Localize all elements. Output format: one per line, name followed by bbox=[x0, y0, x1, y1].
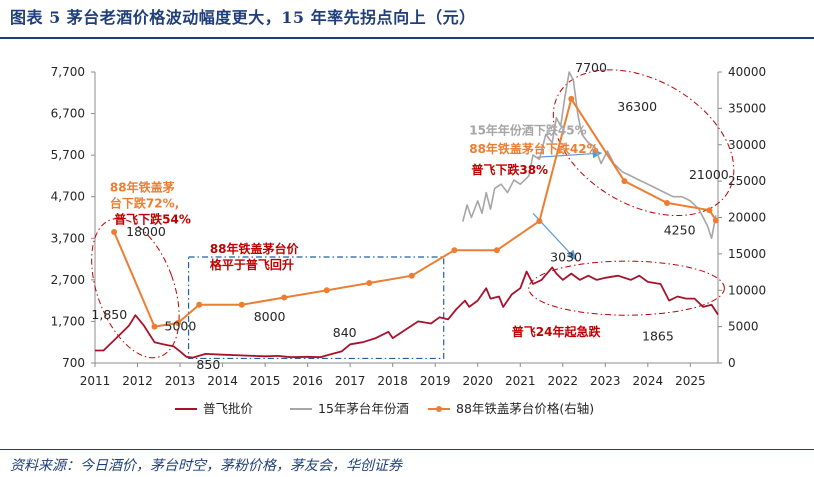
annotation-text: 普飞下跌54% bbox=[114, 212, 191, 227]
right-axis-tick-label: 15000 bbox=[728, 247, 766, 261]
series-88-tiegai-line bbox=[113, 97, 717, 328]
x-axis-tick-label: 2019 bbox=[420, 374, 451, 388]
data-label: 36300 bbox=[617, 99, 657, 114]
annotation-text: 格平于普飞回升 bbox=[210, 257, 294, 272]
callout-ellipse bbox=[552, 69, 735, 217]
x-axis-tick-label: 2012 bbox=[122, 374, 153, 388]
series-88-marker bbox=[174, 319, 181, 326]
legend: 普飞批价 15年茅台年份酒 88年铁盖茅台价格(右轴) bbox=[175, 401, 594, 416]
source-note: 资料来源：今日酒价，茅台时空，茅粉价格，茅友会，华创证券 bbox=[10, 458, 402, 474]
series-88-marker bbox=[323, 287, 330, 294]
series-88-marker bbox=[196, 301, 203, 308]
right-axis-tick-label: 0 bbox=[728, 356, 736, 370]
legend-label: 15年茅台年份酒 bbox=[318, 401, 409, 416]
series-88-marker bbox=[706, 207, 713, 214]
left-axis-tick-label: 3,700 bbox=[51, 231, 85, 245]
data-label: 5000 bbox=[165, 319, 197, 334]
series-88-marker bbox=[366, 279, 373, 286]
data-label: 8000 bbox=[254, 309, 286, 324]
data-label: 18000 bbox=[126, 224, 166, 239]
x-axis-tick-label: 2022 bbox=[548, 374, 579, 388]
axes-frame: 700 1,700 2,700 3,700 4,700 5,700 6,700 7,700 0 5… bbox=[51, 65, 767, 388]
data-label: 3030 bbox=[550, 249, 582, 264]
left-axis-tick-label: 1,700 bbox=[51, 314, 85, 328]
series-88-marker bbox=[663, 199, 670, 206]
right-axis-tick-label: 5000 bbox=[728, 320, 759, 334]
series-15yr-line bbox=[462, 71, 717, 240]
x-axis-tick-label: 2018 bbox=[377, 374, 408, 388]
data-label: 21000 bbox=[689, 167, 729, 182]
data-label: 840 bbox=[333, 325, 357, 340]
data-label: 7700 bbox=[575, 60, 607, 75]
x-axis-tick-label: 2017 bbox=[335, 374, 366, 388]
x-axis-tick-label: 2023 bbox=[590, 374, 621, 388]
figure-title: 图表 5 茅台老酒价格波动幅度更大，15 年率先拐点向上（元） bbox=[10, 8, 476, 27]
annotation-text: 88年铁盖茅台价 bbox=[210, 241, 300, 256]
series-88-marker bbox=[408, 272, 415, 279]
series-88-marker bbox=[536, 218, 543, 225]
series-88-marker bbox=[111, 229, 118, 236]
x-axis-tick-label: 2015 bbox=[250, 374, 281, 388]
legend-marker bbox=[436, 406, 442, 412]
callout-ellipse bbox=[528, 260, 725, 316]
series-88-marker bbox=[151, 323, 158, 330]
series-88-marker bbox=[238, 301, 245, 308]
price-line-chart: 700 1,700 2,700 3,700 4,700 5,700 6,700 7,700 0 5… bbox=[51, 60, 767, 416]
data-label-layer: 1,850 850 840 3030 1865 7700 4250 18000 5000 8000… bbox=[91, 60, 728, 372]
x-axis-tick-label: 2014 bbox=[207, 374, 238, 388]
series-layer bbox=[95, 71, 719, 359]
annotation-text: 台下跌72%, bbox=[110, 195, 179, 210]
callout-layer bbox=[91, 69, 735, 360]
right-axis-tick-label: 25000 bbox=[728, 174, 766, 188]
x-axis-tick-label: 2020 bbox=[462, 374, 493, 388]
title-rule bbox=[0, 37, 814, 39]
annotation-text: 15年年份酒下跌45% bbox=[469, 122, 586, 137]
x-axis-tick-label: 2016 bbox=[292, 374, 323, 388]
right-axis-tick-label: 35000 bbox=[728, 101, 766, 115]
series-feitian-line bbox=[95, 266, 719, 359]
series-88-marker bbox=[712, 217, 719, 224]
right-axis-tick-label: 40000 bbox=[728, 65, 766, 79]
legend-label: 普飞批价 bbox=[203, 401, 254, 416]
data-label: 4250 bbox=[664, 222, 696, 237]
data-label: 850 bbox=[196, 357, 220, 372]
x-axis-tick-label: 2025 bbox=[675, 374, 706, 388]
callout-arrow bbox=[537, 148, 603, 159]
annotation-text: 88年铁盖茅 bbox=[110, 179, 175, 194]
series-88-marker bbox=[621, 178, 628, 185]
source-rule bbox=[0, 449, 814, 450]
left-axis-tick-label: 7,700 bbox=[51, 65, 85, 79]
x-axis-tick-label: 2024 bbox=[633, 374, 664, 388]
left-axis-tick-label: 4,700 bbox=[51, 190, 85, 204]
series-88-marker bbox=[493, 247, 500, 254]
right-axis-tick-label: 10000 bbox=[728, 283, 766, 297]
x-axis-tick-label: 2011 bbox=[80, 374, 111, 388]
series-88-marker bbox=[568, 95, 575, 102]
callout-box bbox=[187, 256, 445, 360]
annotation-text: 普飞24年起急跌 bbox=[512, 324, 602, 339]
legend-label: 88年铁盖茅台价格(右轴) bbox=[456, 401, 594, 416]
left-axis-tick-label: 2,700 bbox=[51, 273, 85, 287]
series-88-marker bbox=[281, 294, 288, 301]
callout-ellipse bbox=[91, 218, 180, 359]
annotation-text: 88年铁盖茅台下跌42% bbox=[469, 141, 598, 156]
right-axis-tick-label: 20000 bbox=[728, 211, 766, 225]
left-axis-tick-label: 6,700 bbox=[51, 107, 85, 121]
x-axis-tick-label: 2021 bbox=[505, 374, 536, 388]
annotation-text: 普飞下跌38% bbox=[471, 162, 548, 177]
data-label: 1865 bbox=[642, 329, 674, 344]
data-label: 1,850 bbox=[91, 307, 127, 322]
left-axis-tick-label: 5,700 bbox=[51, 148, 85, 162]
right-axis-tick-label: 30000 bbox=[728, 138, 766, 152]
series-88-marker bbox=[451, 247, 458, 254]
x-axis-tick-label: 2013 bbox=[165, 374, 196, 388]
left-axis-tick-label: 700 bbox=[62, 356, 85, 370]
